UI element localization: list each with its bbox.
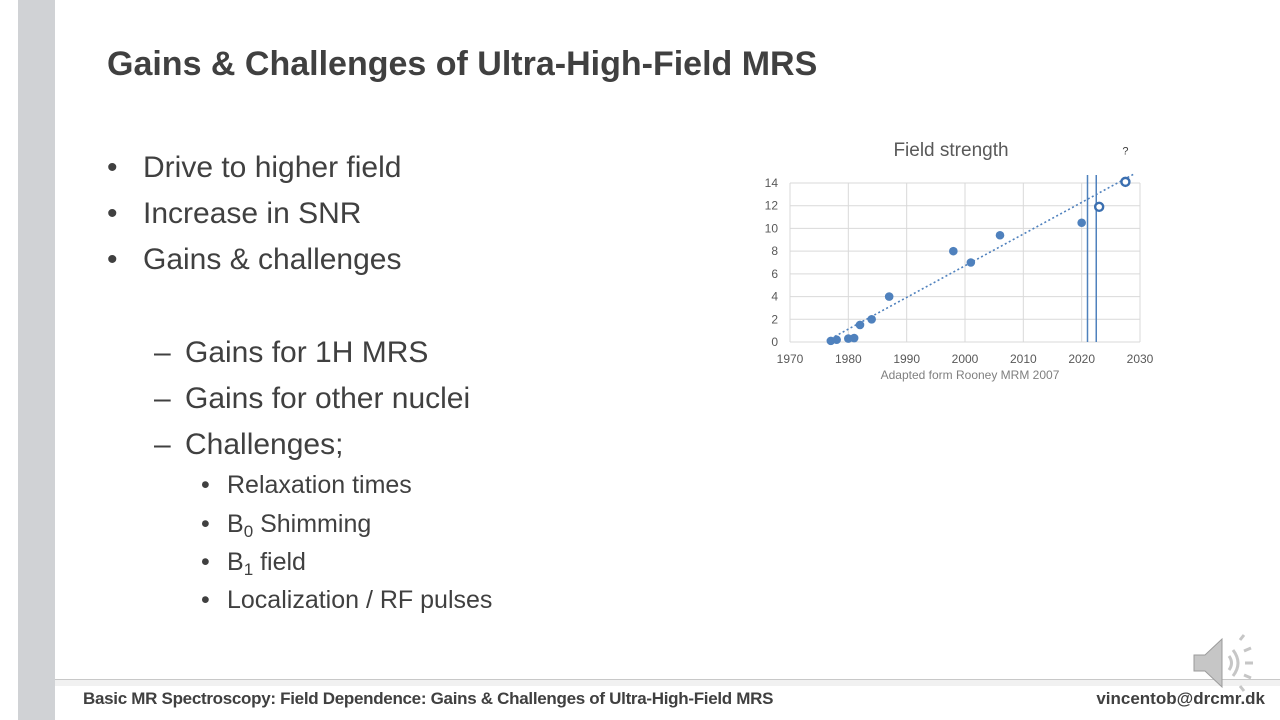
bullet-symbol: • bbox=[201, 471, 210, 499]
bullet-text: Drive to higher field bbox=[143, 151, 402, 184]
footer-email: vincentob@drcmr.dk bbox=[1096, 689, 1265, 708]
x-tick-label: 1980 bbox=[835, 352, 862, 366]
left-decorative-bar bbox=[18, 0, 55, 720]
footer-divider bbox=[55, 679, 1280, 680]
sub-sub-bullet-text: Relaxation times bbox=[227, 471, 412, 499]
bullet-text: Increase in SNR bbox=[143, 197, 362, 230]
bullet-symbol: • bbox=[201, 548, 210, 576]
data-point bbox=[849, 333, 859, 343]
speaker-icon[interactable] bbox=[1192, 632, 1254, 694]
data-point bbox=[832, 335, 841, 345]
data-point bbox=[966, 258, 976, 267]
x-tick-label: 2010 bbox=[1010, 352, 1037, 366]
y-tick-label: 14 bbox=[765, 176, 779, 190]
sub-bullet-text: Challenges; bbox=[185, 428, 344, 461]
x-tick-label: 1970 bbox=[777, 352, 804, 366]
y-tick-label: 0 bbox=[771, 335, 778, 349]
sub-sub-bullet-text: B1 field bbox=[227, 548, 306, 579]
field-strength-chart: 0 2 4 6 8 10 12 14 1970 1980 1990 2000 2010 2020 2030 F… bbox=[765, 140, 1154, 382]
chart-annotation: ? bbox=[1122, 146, 1128, 158]
data-point bbox=[995, 230, 1005, 240]
chart-title: Field strength bbox=[893, 140, 1008, 161]
y-tick-label: 10 bbox=[765, 221, 779, 235]
bullet-symbol: • bbox=[107, 197, 118, 230]
bullet-text: Gains & challenges bbox=[143, 243, 402, 276]
y-tick-label: 4 bbox=[771, 290, 778, 304]
footer-band bbox=[55, 680, 1280, 686]
data-point bbox=[855, 320, 865, 330]
x-tick-label: 2020 bbox=[1068, 352, 1095, 366]
chart-source: Adapted form Rooney MRM 2007 bbox=[881, 368, 1060, 382]
x-tick-label: 1990 bbox=[893, 352, 920, 366]
data-point bbox=[949, 246, 958, 256]
sub-bullet-text: Gains for 1H MRS bbox=[185, 336, 429, 369]
dash-symbol: – bbox=[154, 428, 171, 461]
footer-title: Basic MR Spectroscopy: Field Dependence:… bbox=[83, 689, 774, 708]
dash-symbol: – bbox=[154, 336, 171, 369]
x-tick-label: 2000 bbox=[952, 352, 979, 366]
data-point bbox=[884, 292, 894, 301]
x-tick-label: 2030 bbox=[1127, 352, 1154, 366]
dash-symbol: – bbox=[154, 382, 171, 415]
y-tick-label: 2 bbox=[771, 312, 778, 326]
data-point-hollow bbox=[1093, 201, 1105, 213]
y-tick-label: 6 bbox=[771, 267, 778, 281]
bullet-symbol: • bbox=[201, 586, 210, 614]
sub-sub-bullet-text: Localization / RF pulses bbox=[227, 586, 493, 614]
bullet-symbol: • bbox=[107, 243, 118, 276]
y-tick-label: 12 bbox=[765, 199, 779, 213]
slide-title: Gains & Challenges of Ultra-High-Field M… bbox=[107, 45, 818, 83]
sub-sub-bullet-text: B0 Shimming bbox=[227, 510, 372, 541]
bullet-symbol: • bbox=[107, 151, 118, 184]
data-point-hollow bbox=[1120, 176, 1131, 188]
data-point bbox=[867, 314, 876, 324]
sub-bullet-text: Gains for other nuclei bbox=[185, 382, 471, 415]
bullet-symbol: • bbox=[201, 510, 210, 538]
data-point bbox=[1077, 218, 1086, 228]
y-tick-label: 8 bbox=[771, 244, 778, 258]
trendline bbox=[830, 173, 1135, 340]
